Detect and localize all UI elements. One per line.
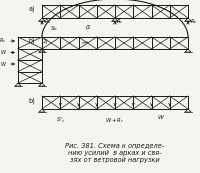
Text: б): б) <box>29 38 35 45</box>
Text: $S_b$: $S_b$ <box>50 25 58 33</box>
Text: 2): 2) <box>43 39 48 44</box>
Text: $R_c$: $R_c$ <box>116 17 124 26</box>
Text: $W+R_c$: $W+R_c$ <box>105 116 125 125</box>
Text: а): а) <box>29 6 35 12</box>
Text: $W$: $W$ <box>157 113 165 121</box>
Text: $W$: $W$ <box>0 48 7 57</box>
Text: $S'_c$: $S'_c$ <box>56 116 66 125</box>
Text: $R_к$: $R_к$ <box>190 17 197 26</box>
Text: $W$: $W$ <box>0 60 7 68</box>
Text: Рис. 381. Схема к определе-
нию усилий  в арках и свя-
зях от ветровой нагрузки: Рис. 381. Схема к определе- нию усилий в… <box>65 143 165 163</box>
Text: b): b) <box>28 97 35 103</box>
Text: α: α <box>86 24 90 30</box>
Text: $W+R_c$: $W+R_c$ <box>0 37 7 45</box>
Text: $R_к$: $R_к$ <box>44 17 51 26</box>
